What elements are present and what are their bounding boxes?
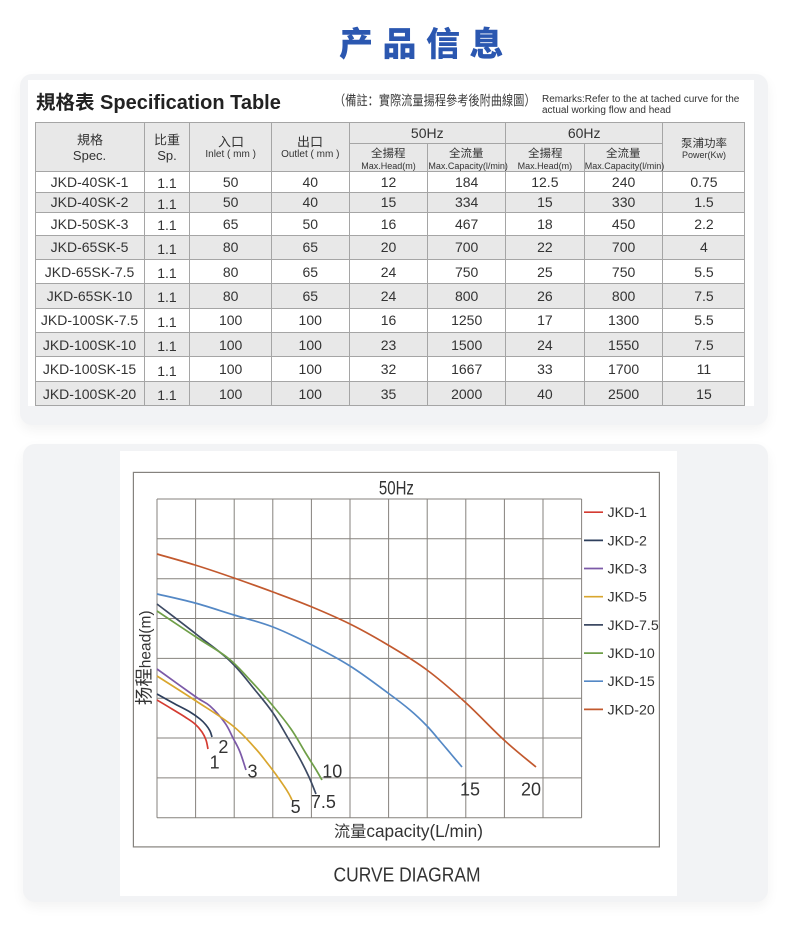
svg-text:50Hz: 50Hz: [379, 479, 414, 500]
svg-text:JKD-3: JKD-3: [608, 562, 648, 578]
svg-text:3: 3: [247, 762, 257, 782]
svg-text:2: 2: [218, 737, 228, 757]
svg-text:CURVE DIAGRAM: CURVE DIAGRAM: [334, 864, 481, 887]
svg-text:5: 5: [291, 797, 301, 817]
svg-text:15: 15: [460, 780, 480, 800]
svg-text:head(m): head(m): [138, 610, 155, 668]
svg-text:JKD-7.5: JKD-7.5: [608, 618, 659, 634]
svg-text:JKD-20: JKD-20: [608, 702, 655, 718]
svg-text:JKD-15: JKD-15: [608, 674, 655, 690]
svg-text:20: 20: [521, 780, 541, 800]
svg-text:JKD-10: JKD-10: [608, 646, 655, 662]
svg-text:JKD-1: JKD-1: [608, 505, 648, 521]
svg-text:10: 10: [322, 762, 342, 782]
svg-text:1: 1: [210, 753, 220, 773]
svg-text:JKD-2: JKD-2: [608, 533, 648, 549]
svg-text:capacity(L/min): capacity(L/min): [366, 821, 483, 841]
svg-text:JKD-5: JKD-5: [608, 590, 648, 606]
svg-text:7.5: 7.5: [311, 792, 336, 812]
